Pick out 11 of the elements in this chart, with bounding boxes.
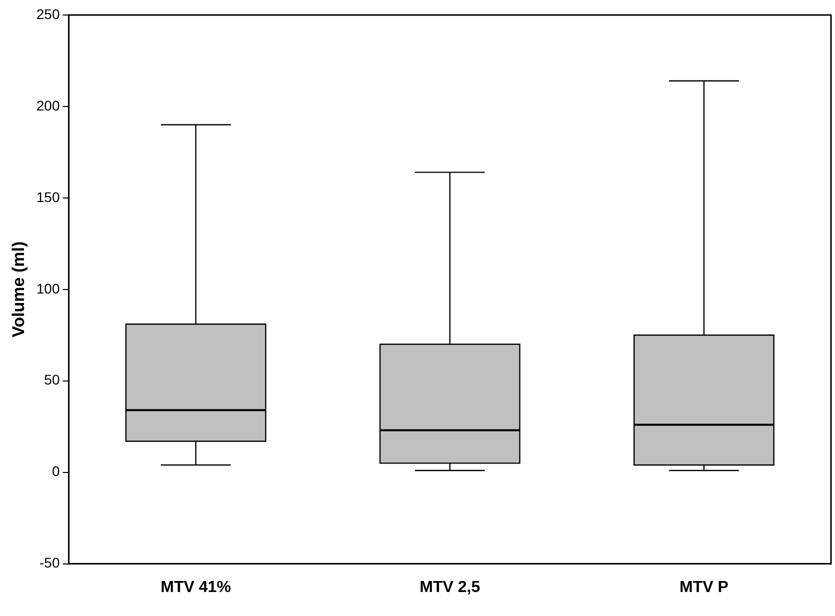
y-tick-label: 50 <box>44 372 60 388</box>
y-axis-title: Volume (ml) <box>8 241 28 338</box>
y-tick-label: -50 <box>40 554 60 571</box>
x-tick-label: MTV 41% <box>160 578 231 596</box>
y-tick-label: 200 <box>36 97 60 114</box>
y-tick-label: 0 <box>52 463 60 480</box>
y-tick-label: 250 <box>36 6 60 22</box>
y-tick-label: 100 <box>36 280 60 296</box>
y-tick-label: 150 <box>36 188 60 205</box>
x-tick-label: MTV P <box>680 578 729 596</box>
x-tick-label: MTV 2,5 <box>420 578 480 596</box>
